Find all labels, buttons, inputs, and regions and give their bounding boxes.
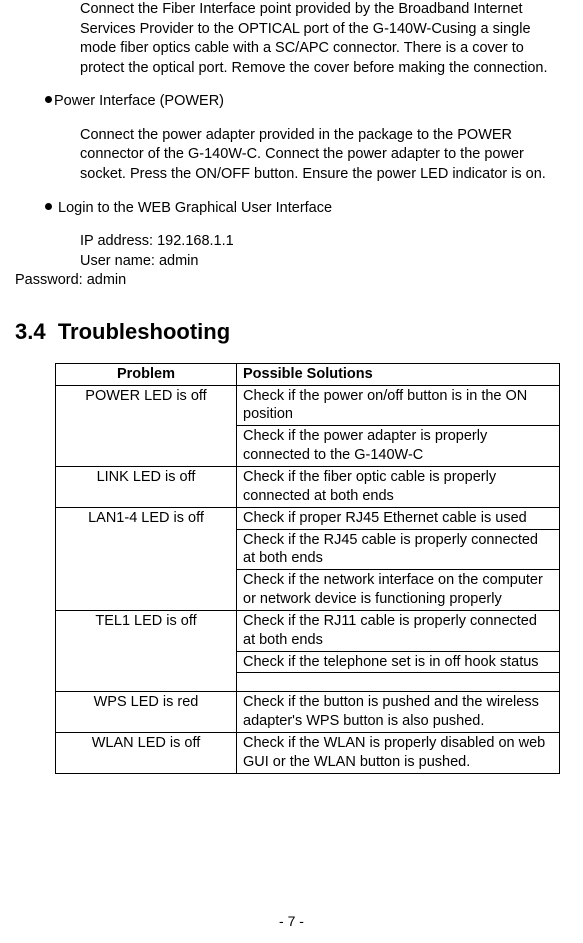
bullet-icon bbox=[45, 96, 52, 103]
section-number: 3.4 bbox=[15, 319, 46, 344]
login-ip: IP address: 192.168.1.1 bbox=[80, 232, 568, 252]
problem-cell: TEL1 LED is off bbox=[56, 610, 237, 692]
power-paragraph: Connect the power adapter provided in th… bbox=[80, 126, 563, 185]
solution-cell bbox=[237, 673, 560, 692]
solution-cell: Check if the button is pushed and the wi… bbox=[237, 692, 560, 733]
section-heading: 3.4 Troubleshooting bbox=[15, 319, 568, 345]
solution-cell: Check if the telephone set is in off hoo… bbox=[237, 651, 560, 673]
table-header-row: Problem Possible Solutions bbox=[56, 363, 560, 385]
bullet-icon bbox=[45, 203, 52, 210]
solution-cell: Check if the power adapter is properly c… bbox=[237, 426, 560, 467]
table-row: POWER LED is off Check if the power on/o… bbox=[56, 385, 560, 426]
solution-cell: Check if the RJ45 cable is properly conn… bbox=[237, 529, 560, 570]
col-problem: Problem bbox=[56, 363, 237, 385]
power-paragraph-block: Connect the power adapter provided in th… bbox=[80, 126, 563, 185]
col-solutions: Possible Solutions bbox=[237, 363, 560, 385]
solution-cell: Check if proper RJ45 Ethernet cable is u… bbox=[237, 507, 560, 529]
problem-cell: WLAN LED is off bbox=[56, 733, 237, 774]
login-user: User name: admin bbox=[80, 252, 568, 272]
login-details: IP address: 192.168.1.1 User name: admin bbox=[80, 232, 568, 271]
page-number: - 7 - bbox=[0, 913, 583, 929]
solution-cell: Check if the RJ11 cable is properly conn… bbox=[237, 610, 560, 651]
table-row: LINK LED is off Check if the fiber optic… bbox=[56, 466, 560, 507]
troubleshooting-table: Problem Possible Solutions POWER LED is … bbox=[55, 363, 560, 774]
solution-cell: Check if the fiber optic cable is proper… bbox=[237, 466, 560, 507]
page: Connect the Fiber Interface point provid… bbox=[0, 0, 583, 943]
section-title: Troubleshooting bbox=[58, 319, 230, 344]
power-heading-line: Power Interface (POWER) bbox=[45, 92, 568, 112]
problem-cell: POWER LED is off bbox=[56, 385, 237, 466]
power-heading: Power Interface (POWER) bbox=[54, 93, 224, 109]
table-row: TEL1 LED is off Check if the RJ11 cable … bbox=[56, 610, 560, 651]
problem-cell: WPS LED is red bbox=[56, 692, 237, 733]
problem-cell: LINK LED is off bbox=[56, 466, 237, 507]
solution-cell: Check if the power on/off button is in t… bbox=[237, 385, 560, 426]
login-heading: Login to the WEB Graphical User Interfac… bbox=[54, 200, 332, 216]
table-row: LAN1-4 LED is off Check if proper RJ45 E… bbox=[56, 507, 560, 529]
fiber-paragraph: Connect the Fiber Interface point provid… bbox=[80, 0, 563, 78]
problem-cell: LAN1-4 LED is off bbox=[56, 507, 237, 610]
solution-cell: Check if the network interface on the co… bbox=[237, 570, 560, 611]
table-row: WPS LED is red Check if the button is pu… bbox=[56, 692, 560, 733]
login-heading-line: Login to the WEB Graphical User Interfac… bbox=[45, 199, 568, 219]
solution-cell: Check if the WLAN is properly disabled o… bbox=[237, 733, 560, 774]
login-password: Password: admin bbox=[15, 271, 568, 291]
table-row: WLAN LED is off Check if the WLAN is pro… bbox=[56, 733, 560, 774]
fiber-paragraph-block: Connect the Fiber Interface point provid… bbox=[80, 0, 563, 78]
